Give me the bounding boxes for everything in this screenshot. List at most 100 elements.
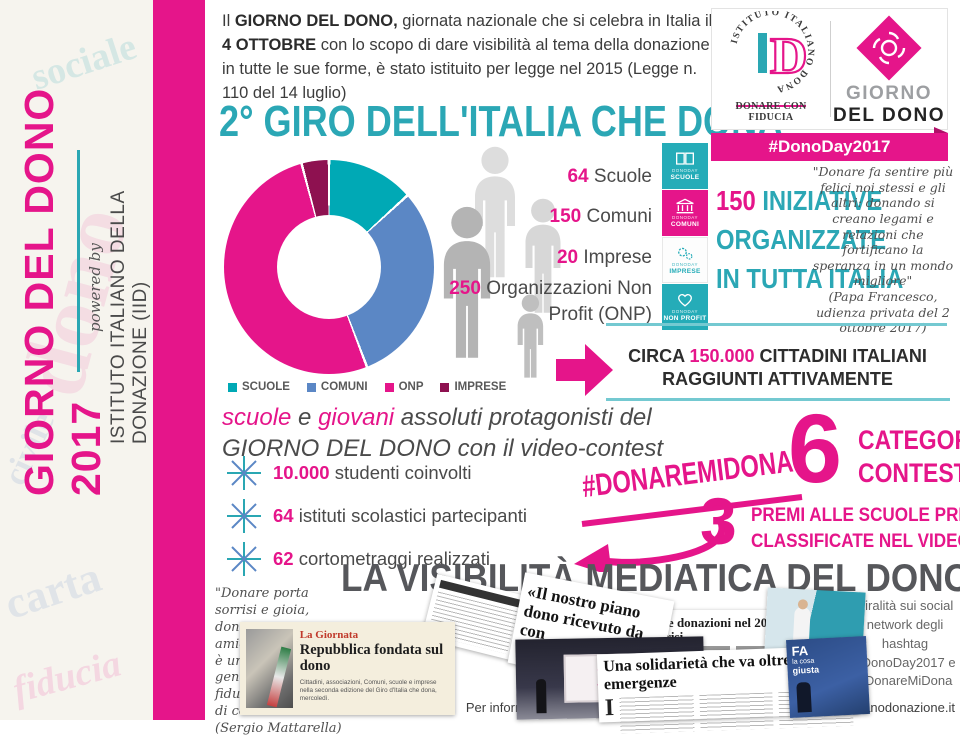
- quote-text: "Donare fa sentire più felici noi stessi…: [812, 164, 954, 289]
- stat-value: 150: [549, 206, 582, 227]
- drop-cap: I: [604, 694, 615, 722]
- stat-imprese: 20 Imprese: [557, 247, 652, 269]
- legend-label: COMUNI: [320, 381, 368, 393]
- legend-item: ONP: [384, 381, 424, 393]
- subtitle-text: GIORNO DEL DONO con il video-contest: [222, 435, 664, 462]
- stat-label: Organizzazioni Non Profit (ONP): [486, 278, 652, 325]
- gdd-logo-line1: GIORNO: [845, 83, 933, 104]
- asterisk-icon: [227, 499, 261, 533]
- categories-line: CATEGORIE: [858, 425, 960, 455]
- subtitle-text: assoluti protagonisti del: [394, 404, 652, 431]
- sidebar-divider-line: [77, 150, 80, 372]
- pope-quote: "Donare fa sentire più felici noi stessi…: [812, 164, 954, 336]
- clip-photo: [246, 629, 293, 708]
- watermark-word: fiducia: [8, 642, 126, 712]
- divider-line: [606, 398, 950, 401]
- video-contest-subtitle: scuole e giovani assoluti protagonisti d…: [222, 402, 663, 464]
- townhall-icon: [676, 198, 694, 214]
- asterisk-icon: [227, 456, 261, 490]
- badge-small-label: DONODAY: [672, 168, 698, 173]
- donut-chart-hole: [277, 215, 381, 319]
- stat-comuni: 150 Comuni: [550, 206, 652, 228]
- prizes-line: PREMI ALLE SCUOLE PRIME: [751, 505, 960, 526]
- intro-bold-date: 4 OTTOBRE: [222, 35, 317, 54]
- intro-text: Il: [222, 12, 235, 30]
- stat-onp: 250 Organizzazioni Non Profit (ONP): [447, 276, 652, 327]
- legend-swatch: [228, 382, 237, 392]
- prizes-line: CLASSIFICATE NEL VIDEO-CONTEST: [751, 531, 960, 552]
- badge-comuni: DONODAY COMUNI: [662, 190, 708, 236]
- iid-tagline: DONARE CON FIDUCIA: [735, 101, 807, 123]
- badge-small-label: DONODAY: [672, 262, 698, 267]
- arrow-right-icon: [556, 344, 613, 396]
- intro-text: con lo scopo di dare visibilità al tema …: [222, 35, 710, 102]
- reach-number: 150.000: [689, 346, 755, 366]
- iid-logo: ISTITUTO ITALIANO DONAZIONE D DONARE CON…: [712, 9, 830, 129]
- logo-divider: [830, 21, 831, 117]
- subtitle-text: e: [291, 404, 319, 431]
- reach-statement: CIRCA 150.000 CITTADINI ITALIANI RAGGIUN…: [615, 345, 940, 392]
- stat-label: Scuole: [593, 166, 652, 187]
- book-icon: [676, 152, 694, 165]
- powered-by-label: powered by: [86, 243, 104, 332]
- iid-circle-logo-icon: ISTITUTO ITALIANO DONAZIONE D: [718, 11, 814, 94]
- page-title: 2° GIRO DELL'ITALIA CHE DONA: [219, 97, 784, 146]
- categories-count: 6: [788, 394, 842, 503]
- bullet-label: istituti scolastici partecipanti: [298, 505, 527, 526]
- badge-label: IMPRESE: [669, 268, 701, 275]
- bullet-value: 62: [273, 548, 294, 569]
- subtitle-highlight: giovani: [318, 404, 395, 431]
- donoday-badge-strip: DONODAY SCUOLE DONODAY COMUNI DONODAY IM…: [662, 143, 708, 331]
- diamond-ornament-icon: [856, 15, 922, 81]
- ribbon-fold: [934, 127, 948, 133]
- organization-name-vertical: ISTITUTO ITALIANO DELLA DONAZIONE (IID): [108, 191, 151, 444]
- intro-paragraph: Il GIORNO DEL DONO, giornata nazionale c…: [222, 10, 714, 106]
- magenta-accent-bar: [153, 0, 205, 720]
- legend-swatch: [384, 382, 394, 392]
- clip-subhead-lines: [604, 646, 842, 651]
- iniziative-number: 150: [716, 185, 756, 216]
- badge-label: SCUOLE: [670, 174, 700, 181]
- clip-headline: Repubblica fondata sul dono: [299, 642, 444, 674]
- stat-label: Comuni: [586, 206, 652, 227]
- tv-person-silhouette: [796, 681, 812, 713]
- prizes-label: PREMI ALLE SCUOLE PRIME CLASSIFICATE NEL…: [751, 503, 960, 555]
- asterisk-icon: [227, 542, 261, 576]
- stat-value: 64: [567, 166, 589, 187]
- watermark-word: carta: [0, 552, 107, 629]
- legend-label: ONP: [398, 381, 424, 393]
- press-clip-giornata: La Giornata Repubblica fondata sul dono …: [240, 622, 455, 715]
- bullet-studenti: 10.000 studenti coinvolti: [227, 456, 472, 490]
- clip-column: [699, 692, 775, 731]
- legend-label: IMPRESE: [454, 381, 507, 393]
- left-sidebar: dono sociale civile carta fiducia GIORNO…: [0, 0, 153, 720]
- iniziative-line: ORGANIZZATE: [716, 224, 887, 255]
- bullet-cortometraggi: 62 cortometraggi realizzati: [227, 542, 490, 576]
- badge-label: NON PROFIT: [663, 315, 707, 322]
- clip-kicker: La Giornata: [299, 629, 359, 641]
- gears-icon: [678, 247, 693, 260]
- intro-text: giornata nazionale che si celebra in Ita…: [397, 12, 713, 30]
- badge-small-label: DONODAY: [672, 309, 698, 314]
- subtitle-highlight: scuole: [222, 404, 292, 431]
- donaremidona-banner: #DONAREMIDONA: [574, 443, 803, 572]
- iniziative-line: IN TUTTA ITALIA: [716, 263, 904, 294]
- prizes-count: 3: [700, 484, 737, 558]
- badge-imprese: DONODAY IMPRESE: [662, 237, 708, 283]
- legend-swatch: [306, 382, 316, 392]
- reach-text: CITTADINI ITALIANI RAGGIUNTI ATTIVAMENTE: [662, 346, 927, 390]
- bullet-istituti: 64 istituti scolastici partecipanti: [227, 499, 527, 533]
- intro-bold-event: GIORNO DEL DONO,: [234, 12, 398, 30]
- giorno-del-dono-logo: GIORNO DEL DONO: [831, 9, 947, 129]
- logo-box: ISTITUTO ITALIANO DONAZIONE D DONARE CON…: [711, 8, 948, 130]
- svg-text:D: D: [770, 28, 808, 85]
- legend-swatch: [440, 382, 450, 392]
- legend-item: IMPRESE: [440, 381, 506, 393]
- legend-item: COMUNI: [306, 381, 368, 393]
- tv-screenshot-fa-la-cosa-giusta: FA la cosa giusta: [786, 635, 870, 719]
- social-virality-note: Viralità sui social network degli hashta…: [854, 598, 956, 689]
- stat-value: 20: [556, 247, 579, 268]
- divider-line: [606, 323, 947, 326]
- badge-scuole: DONODAY SCUOLE: [662, 143, 708, 189]
